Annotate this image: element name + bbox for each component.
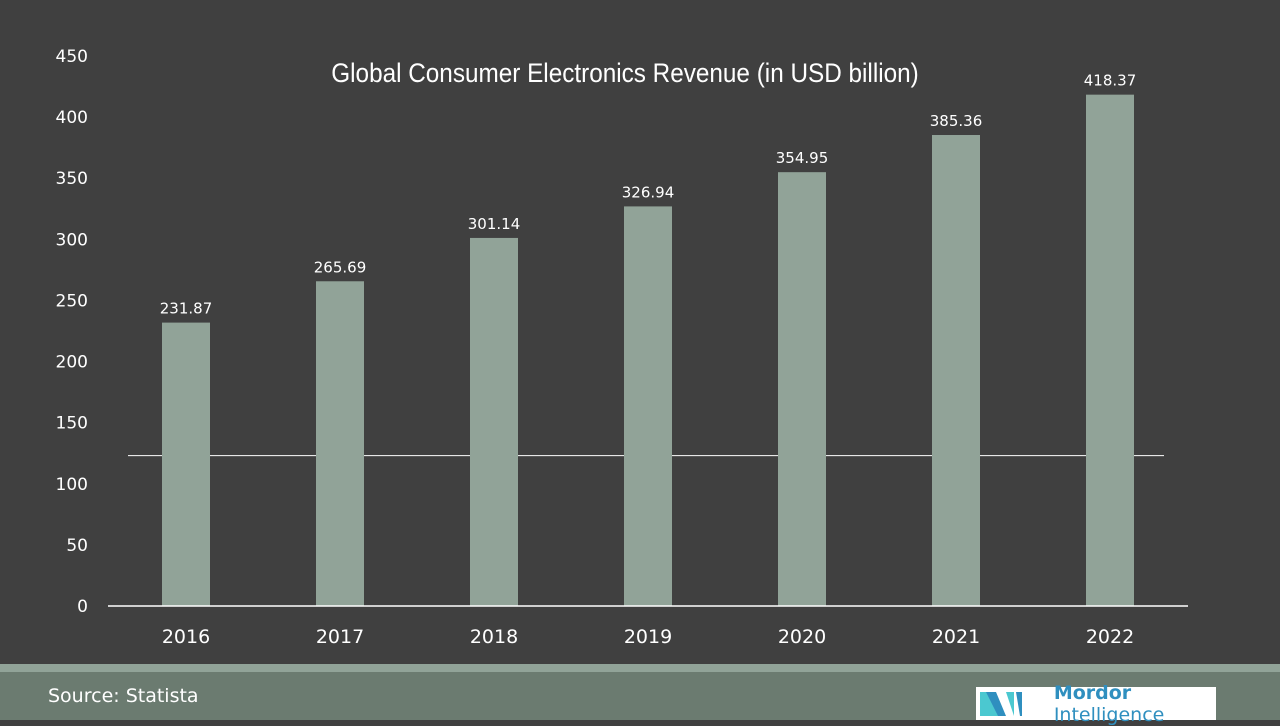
y-tick-label: 350: [56, 169, 88, 189]
bar-2021: [932, 135, 980, 606]
bar-2022: [1086, 94, 1134, 607]
logo-bold: Mordor: [1053, 681, 1132, 704]
bar-2017: [316, 281, 364, 606]
bar-2018: [470, 237, 518, 606]
y-tick-label: 300: [56, 230, 88, 250]
chart-title: Global Consumer Electronics Revenue (in …: [331, 58, 919, 88]
bar-2016: [162, 322, 210, 606]
mordor-intelligence-logo: Mordor Intelligence: [976, 682, 1216, 726]
x-tick-label: 2020: [778, 626, 826, 648]
y-tick-label: 450: [56, 47, 88, 67]
y-tick-label: 0: [77, 597, 88, 617]
bar-chart: 0 50 100 150 200 250 300 350 400 450 231.87 2016 265…: [56, 47, 1188, 648]
y-tick-label: 50: [66, 536, 88, 556]
bar-2019: [624, 206, 672, 606]
data-label-2018: 301.14: [468, 215, 521, 233]
logo-rest: Intelligence: [1053, 703, 1165, 726]
x-tick-label: 2016: [162, 626, 210, 648]
data-label-2022: 418.37: [1084, 72, 1137, 90]
data-label-2019: 326.94: [622, 183, 675, 201]
footer-divider: [0, 664, 1280, 672]
x-tick-label: 2021: [932, 626, 980, 648]
y-tick-label: 150: [56, 414, 88, 434]
data-label-2021: 385.36: [930, 112, 983, 130]
bar-2020: [778, 172, 826, 606]
logo-mark-icon: [980, 691, 1022, 716]
y-tick-label: 100: [56, 475, 88, 495]
source-text: Source: Statista: [48, 685, 199, 707]
x-tick-label: 2022: [1086, 626, 1134, 648]
data-label-2020: 354.95: [776, 149, 829, 167]
x-tick-label: 2019: [624, 626, 672, 648]
footer: Source: Statista Mordor Intelligence: [0, 672, 1280, 726]
y-tick-label: 250: [56, 291, 88, 311]
y-tick-label: 200: [56, 353, 88, 373]
y-tick-label: 400: [56, 108, 88, 128]
data-label-2017: 265.69: [314, 258, 367, 276]
data-label-2016: 231.87: [160, 300, 213, 318]
x-tick-label: 2017: [316, 626, 364, 648]
x-tick-label: 2018: [470, 626, 518, 648]
